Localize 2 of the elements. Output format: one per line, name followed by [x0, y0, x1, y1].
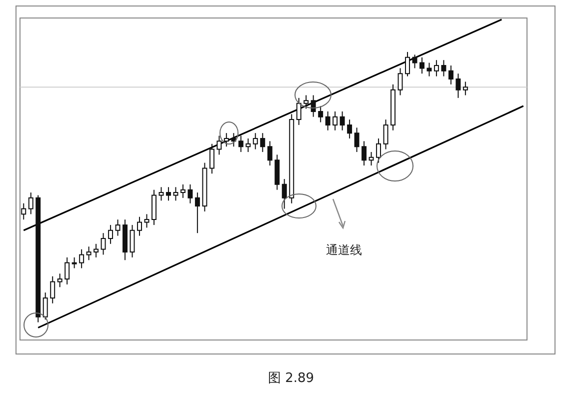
annotation: 通道线 [326, 242, 362, 259]
caption: 图 2.89 [266, 370, 316, 387]
